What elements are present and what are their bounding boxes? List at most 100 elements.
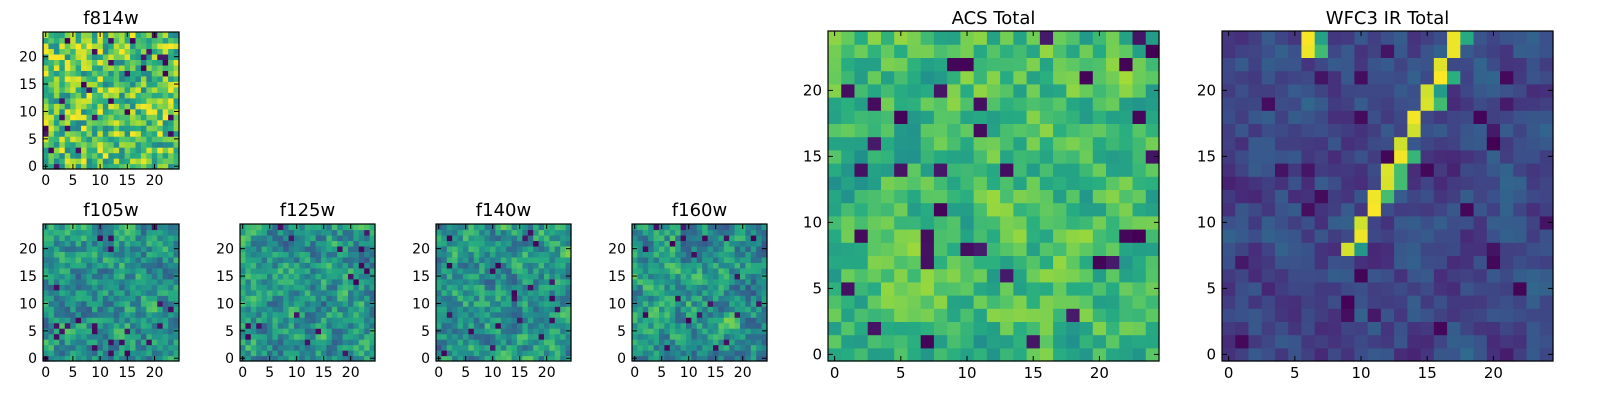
heatmap-cell	[642, 322, 649, 329]
heatmap-cell	[64, 234, 71, 242]
heatmap-cell	[734, 328, 741, 335]
heatmap-cell	[740, 278, 746, 285]
heatmap-cell	[124, 152, 131, 159]
heatmap-cell	[1053, 347, 1067, 362]
heatmap-cell	[240, 229, 246, 236]
heatmap-cell	[880, 70, 895, 85]
heatmap-cell	[43, 350, 50, 357]
heatmap-cell	[920, 281, 935, 296]
heatmap-cell	[1486, 163, 1501, 177]
heatmap-cell	[1380, 334, 1395, 349]
heatmap-cell	[1288, 308, 1303, 322]
heatmap-cell	[124, 64, 131, 71]
heatmap-cell	[151, 114, 158, 121]
heatmap-cell	[342, 333, 349, 340]
heatmap-cell	[53, 234, 60, 242]
heatmap-cell	[59, 114, 66, 121]
heatmap-cell	[756, 262, 763, 269]
heatmap-cell	[304, 311, 311, 318]
heatmap-cell	[468, 251, 475, 258]
heatmap-cell	[960, 242, 975, 256]
heatmap-cell	[702, 333, 709, 340]
heatmap-cell	[97, 278, 104, 285]
heatmap-cell	[1261, 242, 1276, 256]
heatmap-cell	[506, 251, 513, 258]
heatmap-cell	[102, 136, 109, 143]
heatmap-cell	[64, 42, 71, 50]
heatmap-cell	[1394, 308, 1408, 322]
heatmap-cell	[1053, 83, 1067, 98]
heatmap-cell	[511, 295, 518, 302]
heatmap-cell	[113, 339, 120, 346]
heatmap-cell	[707, 267, 714, 274]
heatmap-cell	[1079, 347, 1094, 362]
heatmap-cell	[364, 284, 371, 291]
heatmap-cell	[1066, 281, 1081, 296]
heatmap-cell	[86, 136, 93, 143]
heatmap-cell	[1380, 295, 1395, 309]
heatmap-cell	[533, 306, 540, 313]
heatmap-cell	[729, 350, 736, 357]
heatmap-cell	[517, 229, 523, 236]
heatmap-cell	[135, 163, 142, 170]
heatmap-cell	[457, 300, 464, 307]
heatmap-cell	[48, 350, 55, 357]
heatmap-cell	[294, 278, 300, 285]
heatmap-cell	[484, 311, 491, 318]
heatmap-cell	[108, 64, 115, 71]
heatmap-cell	[102, 119, 109, 126]
heatmap-cell	[867, 97, 882, 111]
heatmap-cell	[250, 350, 257, 357]
heatmap-cell	[135, 300, 142, 307]
heatmap-cell	[1447, 176, 1461, 190]
heatmap-cell	[669, 240, 676, 247]
heatmap-cell	[146, 37, 153, 44]
heatmap-cell	[70, 130, 77, 137]
heatmap-cell	[75, 251, 82, 258]
heatmap-cell	[446, 339, 453, 346]
x-tick-label: 15	[1024, 364, 1043, 382]
y-tick-label: 0	[28, 351, 37, 367]
heatmap-cell	[315, 311, 322, 318]
heatmap-cell	[294, 306, 300, 313]
heatmap-cell	[342, 289, 349, 296]
heatmap-cell	[1314, 110, 1329, 124]
heatmap-cell	[331, 273, 338, 280]
heatmap-cell	[70, 240, 77, 247]
heatmap-cell	[734, 234, 741, 242]
heatmap-cell	[1460, 163, 1475, 177]
heatmap-cell	[1235, 268, 1250, 283]
heatmap-cell	[97, 108, 104, 115]
heatmap-cell	[680, 278, 687, 285]
heatmap-cell	[353, 284, 360, 291]
heatmap-cell	[653, 240, 660, 247]
heatmap-cell	[97, 339, 104, 346]
heatmap-cell	[648, 245, 655, 252]
heatmap-cell	[53, 158, 60, 165]
heatmap-cell	[267, 278, 273, 285]
heatmap-cell	[91, 59, 98, 66]
heatmap-cell	[358, 240, 365, 247]
heatmap-cell	[517, 322, 523, 329]
heatmap-cell	[53, 37, 60, 44]
heatmap-cell	[933, 83, 948, 98]
heatmap-cell	[245, 284, 252, 291]
heatmap-cell	[1145, 281, 1160, 296]
heatmap-cell	[135, 295, 142, 302]
heatmap-cell	[337, 289, 344, 296]
heatmap-cell	[1407, 202, 1422, 217]
heatmap-cell	[135, 262, 142, 269]
y-tick-label: 15	[19, 269, 37, 285]
heatmap-cell	[1222, 70, 1236, 85]
heatmap-cell	[151, 103, 158, 110]
heatmap-cell	[119, 317, 126, 324]
heatmap-cell	[151, 273, 158, 280]
heatmap-cell	[1460, 31, 1475, 45]
heatmap-cell	[130, 322, 137, 329]
heatmap-cell	[151, 240, 158, 247]
heatmap-cell	[718, 311, 725, 318]
x-tick-label: 5	[657, 365, 666, 381]
heatmap-cell	[686, 278, 692, 285]
heatmap-cell	[1433, 176, 1448, 190]
heatmap-cell	[294, 273, 300, 280]
